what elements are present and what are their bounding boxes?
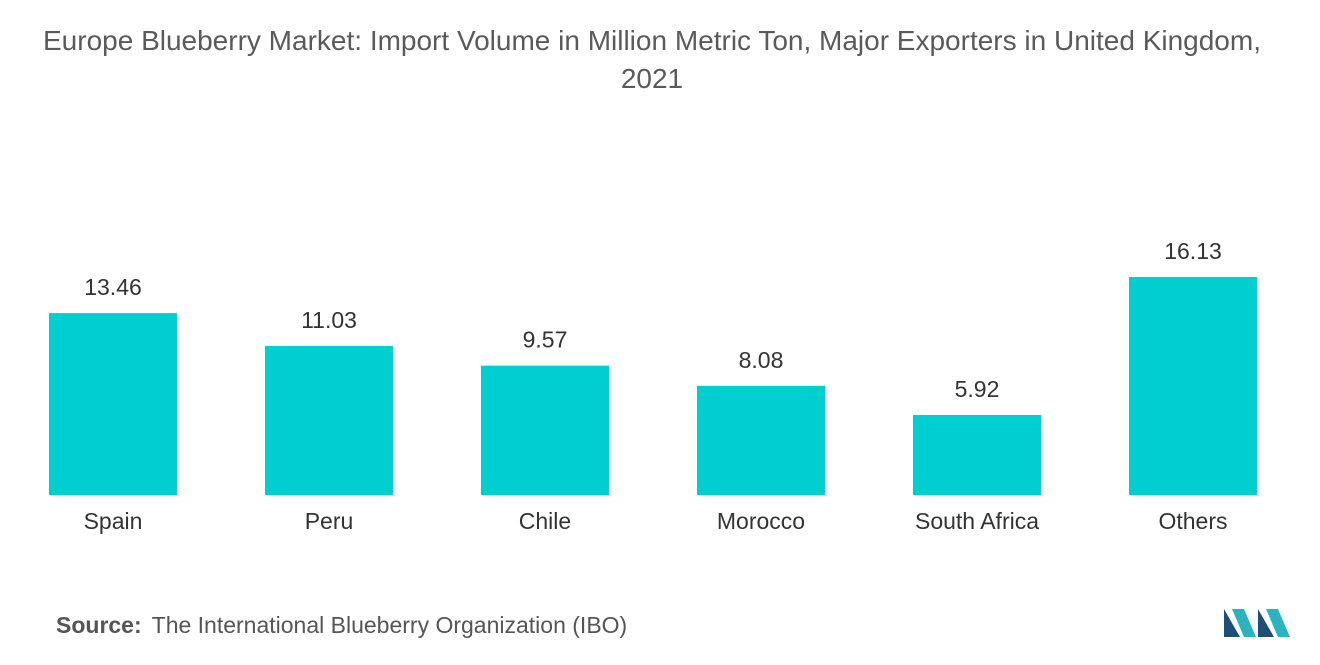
- x-tick-label: Chile: [519, 508, 571, 534]
- data-label: 5.92: [955, 376, 1000, 402]
- source-label: Source:: [56, 612, 142, 638]
- data-label: 9.57: [523, 327, 568, 353]
- bar: [913, 414, 1041, 495]
- data-label: 8.08: [739, 347, 784, 373]
- x-tick-label: Others: [1158, 508, 1227, 534]
- data-label: 16.13: [1164, 238, 1222, 264]
- data-label: 13.46: [84, 274, 142, 300]
- source: Source: The International Blueberry Organ…: [56, 612, 627, 639]
- logo: [1224, 609, 1290, 637]
- bar: [697, 385, 825, 495]
- logo-shape: [1266, 609, 1290, 637]
- x-tick-label: Peru: [305, 508, 354, 534]
- bar: [265, 345, 393, 495]
- chart-title: Europe Blueberry Market: Import Volume i…: [43, 25, 1261, 94]
- bar: [481, 365, 609, 495]
- source-text: The International Blueberry Organization…: [151, 612, 628, 638]
- x-tick-label: Morocco: [717, 508, 805, 534]
- bar: [1129, 277, 1257, 495]
- bar: [49, 313, 177, 495]
- data-label: 11.03: [301, 307, 357, 333]
- x-tick-label: South Africa: [915, 508, 1039, 534]
- x-tick-label: Spain: [84, 508, 143, 534]
- logo-shape: [1224, 609, 1240, 637]
- logo-shape: [1232, 609, 1256, 637]
- logo-shape: [1258, 609, 1274, 637]
